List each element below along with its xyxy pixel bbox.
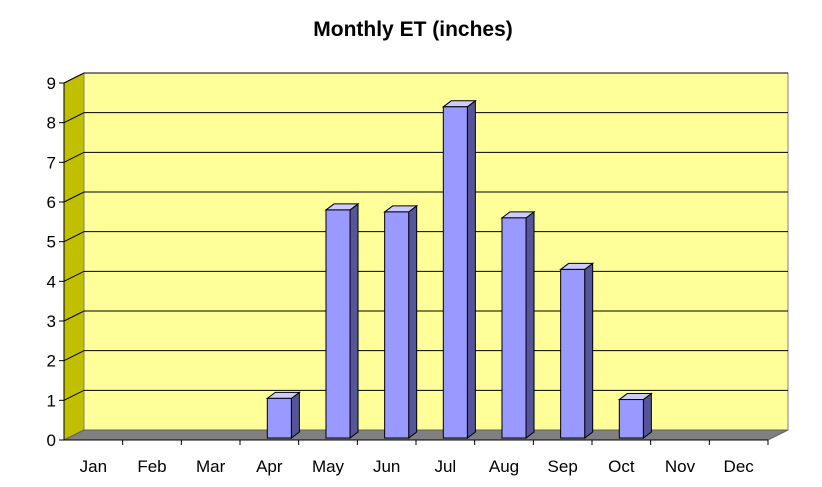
bar-jun — [384, 211, 410, 439]
gridline — [63, 350, 788, 362]
bar-jul — [442, 106, 468, 439]
x-tick-label: Dec — [724, 457, 755, 476]
bar-sep — [560, 268, 586, 439]
bar-side — [642, 392, 652, 439]
bar-may — [325, 209, 351, 439]
y-tick-label: 3 — [47, 312, 56, 331]
plot-area: 0 1 2 3 4 5 6 7 8 9 Jan Feb Mar Apr May Jun Jul Aug Sep Oct… — [47, 72, 789, 476]
bar-apr — [266, 397, 292, 439]
x-tick-label: May — [312, 457, 345, 476]
x-tick-label: Jun — [373, 457, 400, 476]
gridline — [63, 112, 788, 124]
back-wall — [83, 72, 789, 431]
y-tick-label: 7 — [47, 153, 56, 172]
y-tick-label: 9 — [47, 74, 56, 93]
bar-aug — [501, 217, 527, 439]
floor — [63, 429, 789, 441]
bar-side — [290, 391, 300, 439]
y-tick-label: 0 — [47, 431, 56, 450]
bar-side — [408, 204, 418, 439]
side-wall — [63, 72, 85, 441]
x-tick-label: Jul — [434, 457, 456, 476]
x-tick-label: Jan — [80, 457, 107, 476]
gridline — [63, 310, 788, 322]
x-tick-label: Mar — [196, 457, 226, 476]
y-tick-label: 2 — [47, 352, 56, 371]
gridline — [63, 270, 788, 282]
y-tick-label: 8 — [47, 114, 56, 133]
y-tick-label: 1 — [47, 391, 56, 410]
bar-side — [349, 202, 359, 439]
bar-oct — [618, 399, 644, 439]
y-tick-label: 6 — [47, 193, 56, 212]
x-tick-label: Feb — [137, 457, 166, 476]
gridline — [63, 389, 788, 401]
gridline — [63, 191, 788, 203]
x-tick-label: Oct — [608, 457, 635, 476]
bar-side — [584, 262, 594, 439]
x-tick-label: Aug — [489, 457, 519, 476]
gridline — [63, 72, 788, 84]
y-tick-label: 5 — [47, 233, 56, 252]
gridline — [63, 231, 788, 243]
bar-side — [525, 210, 535, 439]
x-tick-label: Sep — [548, 457, 578, 476]
x-tick-label: Nov — [665, 457, 696, 476]
x-tick-label: Apr — [256, 457, 283, 476]
y-tick-label: 4 — [47, 272, 56, 291]
chart-title: Monthly ET (inches) — [313, 18, 513, 41]
gridline — [63, 151, 788, 163]
bar-side — [466, 99, 476, 439]
